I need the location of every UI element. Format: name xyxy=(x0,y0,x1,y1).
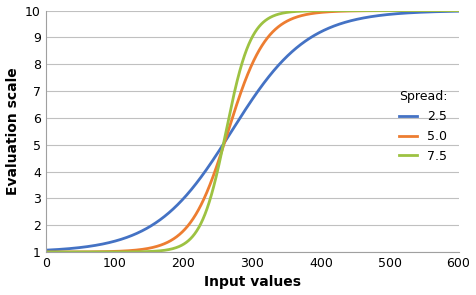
2.5 xyxy=(244,106,249,110)
7.5 xyxy=(444,9,449,12)
7.5 xyxy=(244,48,249,52)
5.0 xyxy=(43,250,49,254)
2.5 xyxy=(368,15,374,19)
Y-axis label: Evaluation scale: Evaluation scale xyxy=(6,68,20,195)
7.5 xyxy=(456,9,461,12)
5.0 xyxy=(64,250,70,254)
7.5 xyxy=(233,86,238,89)
2.5 xyxy=(233,123,238,127)
5.0 xyxy=(444,9,449,12)
7.5 xyxy=(368,9,374,12)
2.5 xyxy=(456,9,461,13)
5.0 xyxy=(244,76,249,79)
7.5 xyxy=(64,250,70,254)
2.5 xyxy=(444,10,449,13)
X-axis label: Input values: Input values xyxy=(204,276,301,289)
Line: 2.5: 2.5 xyxy=(46,11,458,250)
7.5 xyxy=(444,9,449,12)
Legend: 2.5, 5.0, 7.5: 2.5, 5.0, 7.5 xyxy=(394,85,452,168)
5.0 xyxy=(368,9,374,12)
Line: 7.5: 7.5 xyxy=(46,11,458,252)
2.5 xyxy=(43,248,49,252)
7.5 xyxy=(43,250,49,254)
Line: 5.0: 5.0 xyxy=(46,11,458,252)
5.0 xyxy=(233,106,238,110)
2.5 xyxy=(64,247,70,250)
2.5 xyxy=(444,10,449,13)
5.0 xyxy=(456,9,461,12)
5.0 xyxy=(444,9,449,12)
